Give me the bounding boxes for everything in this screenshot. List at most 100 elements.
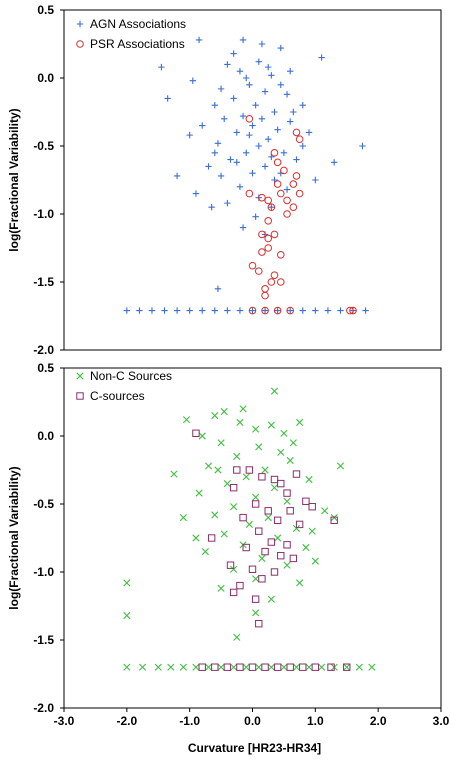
data-point	[211, 149, 218, 156]
data-point	[154, 663, 162, 671]
data-point	[267, 663, 275, 671]
data-point	[295, 520, 304, 529]
data-point	[277, 448, 285, 456]
data-point	[248, 306, 257, 315]
data-point	[252, 425, 260, 433]
data-point	[211, 307, 218, 314]
data-point	[267, 203, 276, 211]
data-point	[292, 524, 301, 533]
data-point	[292, 172, 301, 180]
data-point	[192, 190, 200, 197]
data-point	[267, 421, 275, 429]
legend-marker	[76, 392, 84, 400]
legend-label: Non-C Sources	[90, 369, 172, 383]
data-point	[302, 497, 310, 505]
data-point	[230, 50, 237, 57]
data-point	[343, 663, 351, 671]
data-point	[211, 102, 218, 109]
data-point	[217, 85, 225, 93]
data-point	[246, 81, 253, 88]
data-point	[249, 170, 256, 177]
y-tick-label: 0.0	[37, 71, 54, 85]
data-point	[123, 579, 131, 587]
data-point	[273, 306, 282, 315]
data-point	[283, 91, 291, 98]
data-point	[164, 95, 171, 102]
data-point	[252, 609, 260, 617]
data-point	[229, 588, 238, 597]
data-point	[295, 135, 304, 143]
data-point	[286, 306, 295, 315]
data-point	[318, 54, 325, 61]
data-point	[148, 307, 156, 314]
data-point	[205, 163, 212, 170]
data-point	[138, 663, 147, 671]
data-point	[251, 500, 260, 508]
data-point	[270, 568, 279, 576]
data-point	[243, 74, 250, 82]
data-point	[270, 230, 279, 239]
data-point	[283, 210, 291, 218]
x-tick-label: 1.0	[307, 714, 324, 728]
data-point	[258, 230, 266, 239]
data-point	[223, 480, 231, 488]
data-point	[224, 199, 231, 207]
data-point	[349, 306, 357, 315]
series-1	[192, 429, 351, 671]
data-point	[217, 172, 225, 180]
data-point	[264, 507, 272, 515]
data-point	[233, 466, 241, 474]
data-point	[283, 186, 291, 193]
data-point	[276, 189, 285, 198]
data-point	[267, 278, 276, 286]
data-point	[249, 307, 256, 314]
data-point	[355, 663, 363, 671]
data-point	[248, 261, 257, 270]
data-point	[267, 595, 275, 603]
x-tick-label: -3.0	[54, 714, 75, 728]
data-point	[255, 443, 263, 451]
data-point	[223, 663, 232, 671]
data-point	[233, 129, 240, 136]
data-point	[337, 307, 344, 314]
data-point	[274, 307, 281, 314]
data-point	[158, 63, 165, 71]
data-point	[245, 520, 253, 528]
data-point	[277, 44, 284, 52]
data-point	[186, 307, 193, 314]
top-panel: 0.5 0.0 -0.5 -1.0 -1.5 -2.0 log(Fractional Var…	[7, 3, 442, 357]
data-point	[299, 307, 306, 314]
data-point	[261, 663, 269, 671]
data-point	[283, 489, 291, 497]
data-point	[270, 475, 279, 484]
data-point	[195, 489, 203, 497]
data-point	[267, 538, 276, 546]
data-point	[173, 307, 181, 314]
data-point	[276, 251, 285, 259]
data-point	[255, 619, 263, 628]
data-point	[170, 470, 178, 478]
data-point	[233, 633, 241, 641]
data-point	[299, 102, 306, 109]
y-tick-label: 0.0	[37, 429, 54, 443]
data-point	[249, 122, 256, 129]
data-point	[242, 663, 250, 671]
y-tick-label: -0.5	[33, 139, 54, 153]
y-tick-label: -0.5	[33, 497, 54, 511]
data-point	[211, 663, 219, 671]
data-point	[264, 196, 273, 205]
data-point	[268, 72, 275, 79]
data-points	[123, 36, 369, 315]
data-point	[270, 149, 279, 157]
data-point	[242, 543, 250, 552]
plot-frame	[63, 367, 442, 709]
data-point	[318, 663, 326, 671]
data-point	[161, 307, 168, 314]
data-point	[286, 507, 294, 515]
x-tick-label: -2.0	[116, 714, 137, 728]
data-point	[217, 584, 225, 592]
data-point	[283, 497, 291, 505]
data-point	[273, 516, 282, 525]
data-point	[252, 575, 260, 583]
data-point	[261, 291, 269, 300]
